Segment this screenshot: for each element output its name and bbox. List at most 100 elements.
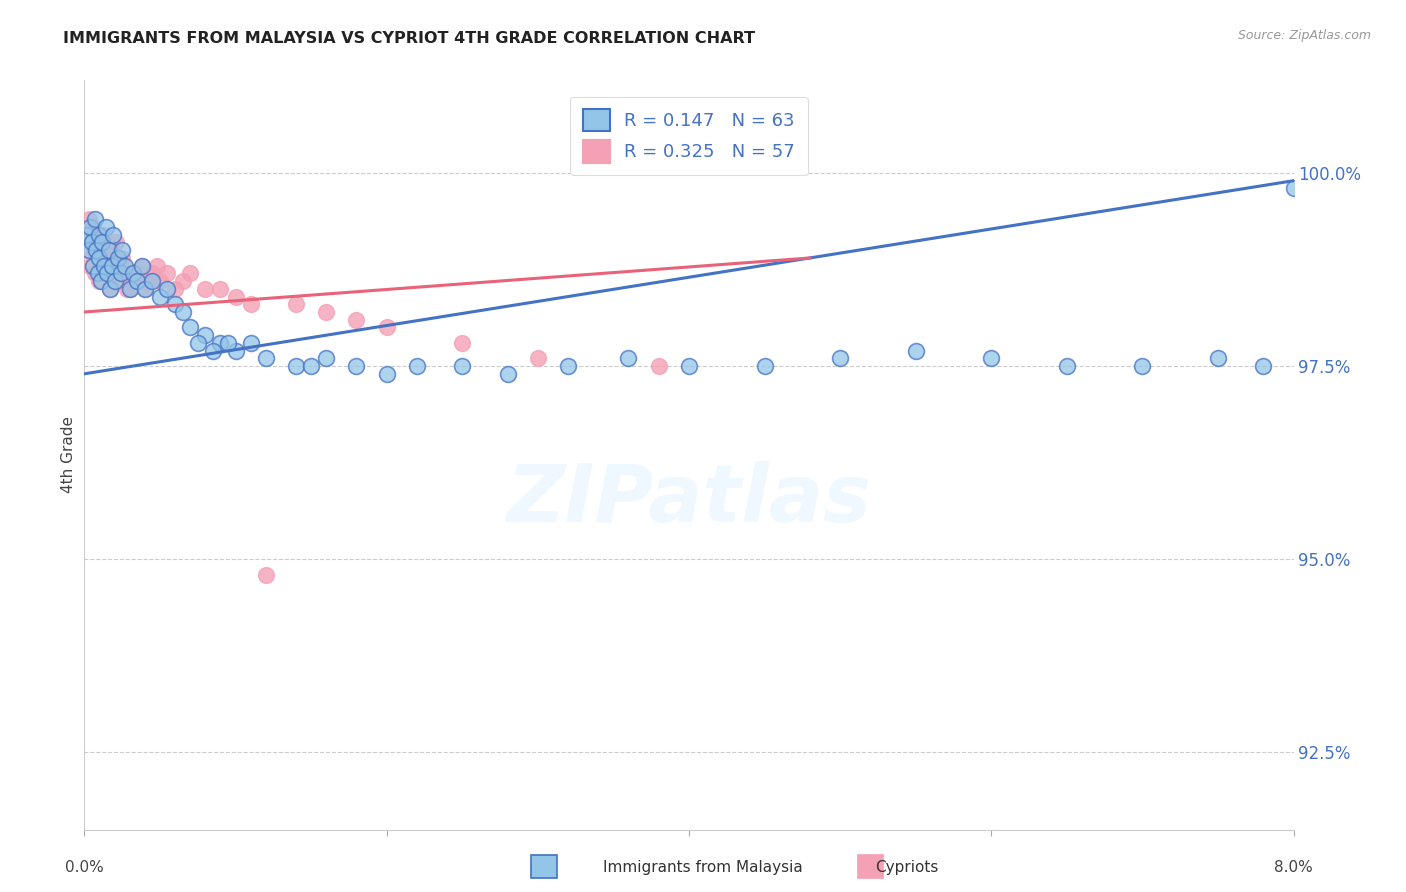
Text: 0.0%: 0.0%	[65, 860, 104, 875]
Legend: R = 0.147   N = 63, R = 0.325   N = 57: R = 0.147 N = 63, R = 0.325 N = 57	[571, 97, 807, 175]
Point	[127, 266, 149, 280]
Point	[149, 289, 172, 303]
Point	[87, 266, 110, 280]
Point	[93, 259, 115, 273]
Point	[97, 266, 120, 280]
Point	[107, 266, 129, 280]
Point	[375, 367, 398, 381]
Point	[127, 266, 149, 280]
Point	[118, 282, 141, 296]
Point	[98, 282, 121, 296]
Point	[315, 351, 337, 366]
Point	[1282, 181, 1305, 195]
Point	[315, 305, 337, 319]
Point	[98, 282, 121, 296]
Point	[284, 359, 308, 373]
Text: Immigrants from Malaysia: Immigrants from Malaysia	[603, 860, 803, 874]
Point	[89, 274, 111, 288]
Point	[75, 244, 97, 258]
Point	[82, 259, 104, 273]
Text: Source: ZipAtlas.com: Source: ZipAtlas.com	[1237, 29, 1371, 42]
Point	[86, 244, 108, 258]
Point	[89, 227, 111, 242]
Point	[451, 335, 474, 350]
Point	[82, 220, 104, 235]
Point	[225, 343, 247, 358]
Point	[91, 251, 114, 265]
Point	[87, 227, 110, 242]
Point	[209, 335, 232, 350]
Point	[225, 289, 247, 303]
Point	[149, 274, 172, 288]
Point	[77, 244, 100, 258]
Point	[90, 244, 112, 258]
Point	[980, 351, 1002, 366]
Point	[76, 227, 98, 242]
Point	[284, 297, 308, 311]
Point	[830, 351, 852, 366]
Point	[105, 235, 128, 250]
Point	[134, 282, 156, 296]
Point	[86, 244, 108, 258]
Point	[136, 274, 159, 288]
Point	[648, 359, 671, 373]
Point	[104, 259, 127, 273]
Point	[1056, 359, 1078, 373]
Point	[96, 235, 118, 250]
Point	[104, 274, 127, 288]
Point	[91, 235, 114, 250]
Point	[187, 335, 209, 350]
Point	[904, 343, 927, 358]
Y-axis label: 4th Grade: 4th Grade	[60, 417, 76, 493]
Point	[201, 343, 224, 358]
Point	[101, 244, 124, 258]
Point	[118, 282, 141, 296]
Point	[165, 297, 187, 311]
Point	[172, 274, 194, 288]
Point	[1132, 359, 1154, 373]
Point	[77, 212, 100, 227]
Point	[84, 212, 107, 227]
Point	[131, 259, 153, 273]
Point	[111, 251, 134, 265]
Point	[121, 266, 143, 280]
Point	[93, 227, 115, 242]
Point	[209, 282, 232, 296]
Point	[239, 297, 262, 311]
Point	[299, 359, 322, 373]
Point	[89, 251, 111, 265]
Point	[121, 274, 143, 288]
Point	[107, 251, 129, 265]
Point	[107, 274, 129, 288]
Point	[114, 266, 136, 280]
Point	[375, 320, 398, 334]
Text: 8.0%: 8.0%	[1274, 860, 1313, 875]
Point	[217, 335, 239, 350]
Point	[346, 359, 368, 373]
Point	[100, 251, 122, 265]
Point	[90, 274, 112, 288]
Text: Cypriots: Cypriots	[875, 860, 939, 874]
Point	[127, 274, 149, 288]
Point	[80, 235, 103, 250]
Point	[96, 266, 118, 280]
Point	[146, 259, 169, 273]
Text: IMMIGRANTS FROM MALAYSIA VS CYPRIOT 4TH GRADE CORRELATION CHART: IMMIGRANTS FROM MALAYSIA VS CYPRIOT 4TH …	[63, 31, 755, 46]
Point	[80, 235, 103, 250]
Point	[110, 266, 132, 280]
Point	[156, 282, 179, 296]
Point	[131, 259, 153, 273]
Point	[179, 266, 201, 280]
Point	[100, 259, 122, 273]
Point	[406, 359, 429, 373]
Point	[111, 259, 134, 273]
Point	[86, 244, 108, 258]
Point	[91, 259, 114, 273]
Point	[254, 567, 277, 582]
Point	[114, 259, 136, 273]
Point	[1206, 351, 1229, 366]
Text: ZIPatlas: ZIPatlas	[506, 461, 872, 539]
Point	[527, 351, 550, 366]
Point	[79, 220, 101, 235]
Point	[754, 359, 776, 373]
